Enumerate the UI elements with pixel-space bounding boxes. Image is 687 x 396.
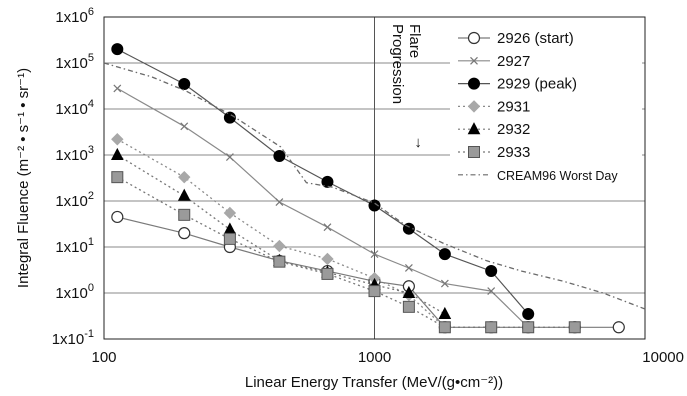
series-line: [116, 176, 575, 328]
data-point: [568, 321, 581, 334]
plot-frame: [103, 16, 646, 340]
legend-marker: [467, 100, 481, 113]
data-point: [178, 208, 191, 221]
data-point: [321, 252, 334, 266]
series-2931: [111, 133, 498, 334]
legend-label: 2927: [497, 53, 530, 70]
legend-label: 2933: [497, 144, 530, 161]
data-point: [273, 239, 286, 253]
data-point: [177, 188, 191, 201]
series-line: [116, 138, 492, 328]
data-point: [275, 198, 284, 206]
series-line: [117, 216, 619, 328]
data-point: [111, 133, 124, 146]
data-point: [612, 321, 625, 334]
legend-label: 2929 (peak): [497, 76, 577, 93]
x-tick-label: 100: [91, 349, 116, 366]
series-line: [103, 62, 646, 310]
data-point: [370, 250, 379, 259]
y-tick-label: 1x101: [55, 236, 94, 256]
data-point: [402, 285, 416, 298]
legend-marker: [467, 122, 481, 135]
y-tick-label: 1x102: [55, 190, 94, 210]
data-point: [225, 153, 234, 162]
x-axis-title: Linear Energy Transfer (MeV/(g•cm⁻²)): [245, 374, 503, 391]
legend-label: 2931: [497, 98, 530, 115]
data-point: [438, 321, 451, 334]
data-point: [223, 111, 236, 124]
data-point: [178, 170, 191, 184]
x-tick-label: 1000: [358, 349, 391, 366]
data-point: [321, 267, 334, 280]
data-point: [273, 255, 286, 268]
data-point: [273, 150, 286, 163]
y-axis-title: Integral Fluence (m⁻² • s⁻¹ • sr⁻¹): [15, 68, 32, 288]
data-point: [223, 232, 236, 245]
data-point: [485, 321, 498, 334]
legend-marker: [470, 56, 478, 65]
series-line: [117, 48, 529, 315]
series-cream96: [103, 62, 646, 310]
data-point: [487, 287, 496, 296]
data-point: [180, 122, 189, 131]
series-2927: [113, 84, 533, 332]
legend: 2926 (start) 2927 2929 (peak) 2931 2932 2933 C…: [450, 20, 642, 190]
data-point: [223, 206, 237, 220]
data-point: [438, 248, 451, 261]
data-point: [438, 306, 452, 319]
series-2929: [111, 43, 535, 320]
series-line: [116, 154, 446, 315]
series-layer: [103, 43, 646, 334]
y-tick-label: 1x106: [55, 6, 94, 26]
data-point: [321, 175, 334, 188]
y-tick-label: 1x10-1: [52, 328, 94, 348]
legend-marker: [468, 77, 480, 90]
flare-progression-label: FlareProgression: [389, 24, 423, 104]
series-2933: [111, 171, 581, 334]
data-point: [178, 227, 191, 240]
data-point: [368, 199, 381, 212]
data-point: [323, 223, 332, 232]
legend-marker: [467, 31, 481, 45]
data-point: [110, 147, 124, 160]
data-point: [111, 43, 124, 56]
flare-progression-annotation: FlareProgression ↓: [389, 24, 423, 151]
data-point: [522, 307, 535, 320]
y-tick-label: 1x105: [55, 52, 94, 72]
data-point: [368, 285, 381, 298]
y-tick-label: 1x104: [55, 98, 94, 118]
data-point: [402, 300, 415, 313]
x-tick-label: 10000: [642, 349, 684, 366]
series-line: [117, 87, 529, 328]
data-point: [111, 210, 124, 224]
legend-label: 2926 (start): [497, 30, 574, 47]
legend-box: [450, 20, 642, 190]
y-tick-label: 1x100: [55, 282, 94, 302]
legend-marker: [468, 146, 480, 158]
axis-ticks: 1x10-1 1x100 1x101 1x102 1x103 1x104 1x105 1x10…: [52, 6, 684, 366]
data-point: [113, 84, 122, 93]
y-tick-label: 1x103: [55, 144, 94, 164]
legend-label: CREAM96 Worst Day: [497, 169, 618, 183]
data-point: [522, 321, 535, 334]
series-2926: [111, 210, 625, 334]
data-point: [485, 265, 498, 278]
legend-label: 2932: [497, 121, 530, 138]
data-point: [223, 222, 237, 235]
data-point: [178, 77, 191, 90]
data-point: [404, 264, 413, 272]
down-arrow-icon: ↓: [414, 134, 422, 151]
data-point: [111, 171, 124, 184]
data-point: [440, 279, 449, 288]
